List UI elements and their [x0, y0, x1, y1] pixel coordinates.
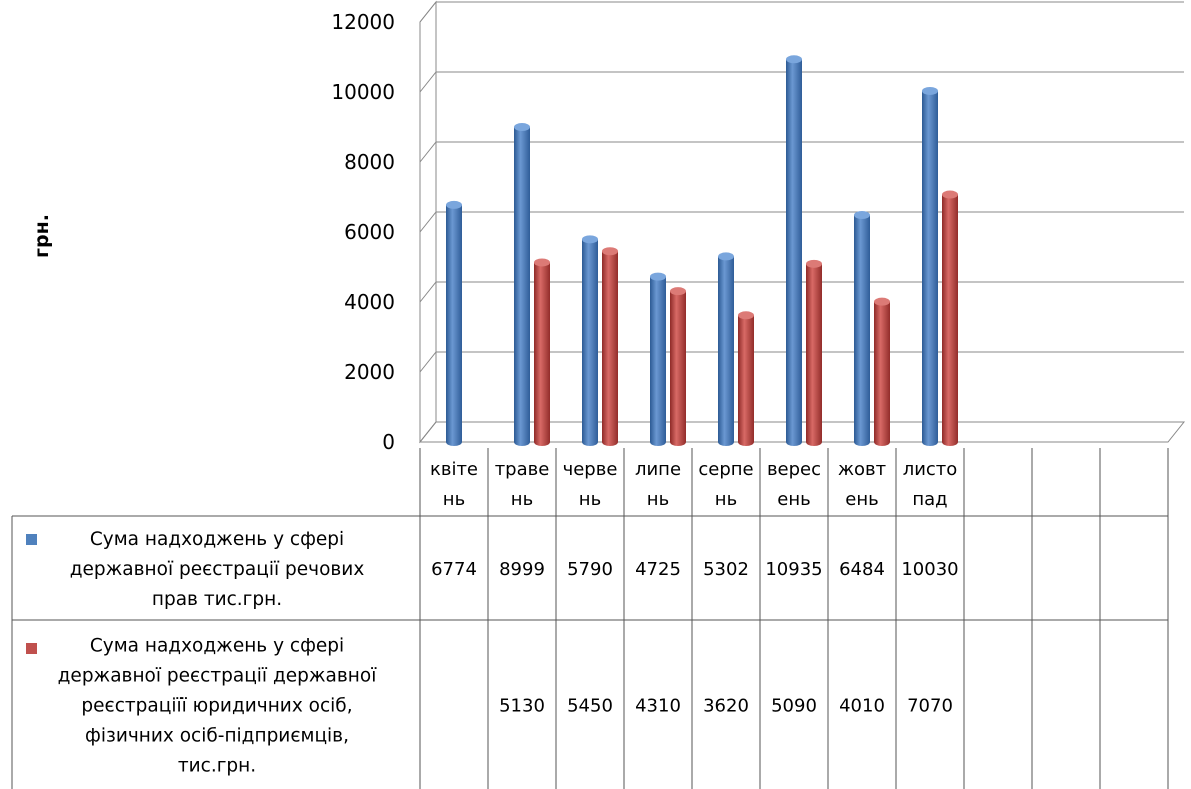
bar-series-1 [514, 123, 530, 446]
table-value: 10030 [901, 559, 958, 580]
table-value: 7070 [907, 696, 953, 717]
y-tick-label: 8000 [344, 150, 395, 174]
bar-series-1 [446, 200, 462, 446]
category-label: ень [845, 489, 878, 510]
category-label: нь [579, 489, 601, 510]
bar-series-1 [650, 272, 666, 446]
y-tick-label: 12000 [331, 10, 395, 34]
bar-series-2 [806, 259, 822, 446]
gridline [419, 71, 1184, 93]
legend-label: Сума надходжень у сфері [90, 529, 344, 550]
gridlines [419, 1, 1184, 443]
table-value: 10935 [765, 559, 822, 580]
y-axis-ticks: 0 2000 4000 6000 8000 10000 12000 [331, 10, 395, 454]
table-value: 5450 [567, 696, 613, 717]
category-label: нь [647, 489, 669, 510]
table-value: 6484 [839, 559, 885, 580]
category-label: листо [903, 459, 958, 480]
category-label: черве [563, 459, 618, 480]
category-label: липе [635, 459, 681, 480]
bar-series-2 [874, 297, 890, 446]
legend-label: державної реєстрації державної [58, 666, 378, 687]
bar-series-1 [718, 252, 734, 446]
table-value: 5130 [499, 696, 545, 717]
legend-label: фізичних осіб-підприємців, [85, 726, 349, 747]
y-tick-label: 10000 [331, 80, 395, 104]
y-tick-label: 4000 [344, 290, 395, 314]
category-label: нь [511, 489, 533, 510]
legend-label: прав тис.грн. [152, 589, 282, 610]
table-value: 5302 [703, 559, 749, 580]
legend-swatch [26, 643, 37, 654]
bar-series-2 [942, 190, 958, 446]
table-value: 8999 [499, 559, 545, 580]
y-tick-label: 6000 [344, 220, 395, 244]
table-value: 6774 [431, 559, 477, 580]
legend-swatch [26, 534, 37, 545]
bar-series-2 [602, 247, 618, 446]
category-label: ень [777, 489, 810, 510]
bar-series-1 [786, 55, 802, 447]
legend-label: державної реєстрації речових [70, 559, 365, 580]
category-label: квіте [430, 459, 478, 480]
y-tick-label: 0 [382, 430, 395, 454]
gridline [419, 1, 1184, 23]
data-table: квіте нь траве нь черве нь липе нь серпе нь верес е… [11, 448, 1169, 789]
category-label: верес [767, 459, 821, 480]
category-label: нь [715, 489, 737, 510]
bar-series-1 [582, 235, 598, 446]
bar-series-2 [738, 311, 754, 446]
bars [446, 55, 958, 447]
table-value: 5090 [771, 696, 817, 717]
table-value: 3620 [703, 696, 749, 717]
table-value: 4725 [635, 559, 681, 580]
bar-series-2 [534, 258, 550, 446]
category-label: жовт [838, 459, 886, 480]
table-value: 4310 [635, 696, 681, 717]
table-value: 5790 [567, 559, 613, 580]
legend-label: реєстраціїї юридичних осіб, [81, 696, 352, 717]
category-label: траве [495, 459, 550, 480]
bar-series-2 [670, 287, 686, 446]
category-label: нь [443, 489, 465, 510]
category-label: серпе [698, 459, 753, 480]
bar-series-1 [854, 211, 870, 446]
bar-series-1 [922, 86, 938, 446]
y-axis-label: грн. [31, 214, 53, 258]
y-tick-label: 2000 [344, 360, 395, 384]
legend-label: тис.грн. [178, 756, 256, 777]
table-value: 4010 [839, 696, 885, 717]
legend-label: Сума надходжень у сфері [90, 636, 344, 657]
category-label: пад [912, 489, 947, 510]
